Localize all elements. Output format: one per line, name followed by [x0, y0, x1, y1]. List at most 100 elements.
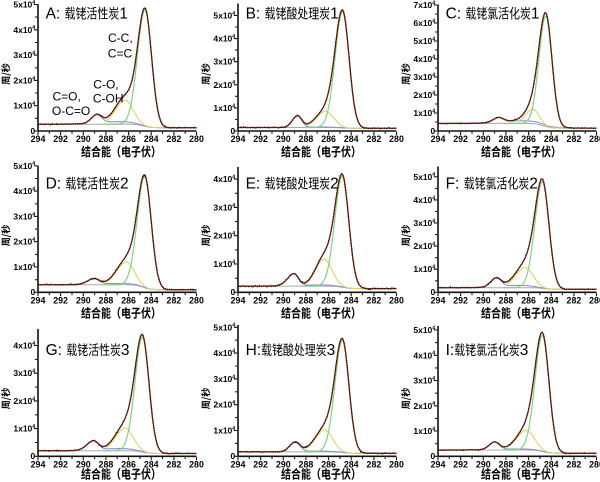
- svg-text:0: 0: [30, 126, 35, 136]
- svg-text:294: 294: [231, 296, 246, 306]
- svg-text:282: 282: [167, 134, 182, 144]
- svg-text:288: 288: [299, 134, 314, 144]
- svg-text:2x104: 2x104: [13, 237, 35, 247]
- svg-text:3x104: 3x104: [213, 374, 235, 384]
- svg-text:G:: G:: [46, 342, 62, 359]
- svg-text:290: 290: [276, 460, 291, 470]
- svg-text:B:: B:: [246, 6, 261, 23]
- svg-text:2: 2: [120, 176, 129, 193]
- svg-text:3: 3: [520, 342, 529, 359]
- svg-text:4x104: 4x104: [13, 341, 35, 351]
- svg-text:290: 290: [76, 460, 91, 470]
- svg-text:1x104: 1x104: [213, 103, 235, 113]
- svg-text:0: 0: [430, 451, 435, 461]
- svg-text:E:: E:: [246, 176, 261, 193]
- svg-text:282: 282: [167, 296, 182, 306]
- svg-text:288: 288: [299, 460, 314, 470]
- svg-text:288: 288: [499, 460, 514, 470]
- svg-text:282: 282: [167, 460, 182, 470]
- svg-text:2x104: 2x104: [413, 401, 435, 411]
- svg-text:290: 290: [276, 296, 291, 306]
- svg-text:294: 294: [231, 460, 246, 470]
- svg-text:282: 282: [567, 134, 582, 144]
- svg-text:5x104: 5x104: [213, 322, 235, 332]
- svg-text:292: 292: [253, 460, 268, 470]
- svg-text:286: 286: [321, 460, 336, 470]
- svg-text:C=C: C=C: [108, 47, 133, 61]
- svg-text:282: 282: [567, 460, 582, 470]
- svg-text:288: 288: [499, 134, 514, 144]
- svg-text:4x104: 4x104: [13, 186, 35, 196]
- svg-text:294: 294: [31, 134, 46, 144]
- svg-text:1: 1: [119, 6, 128, 23]
- svg-text:280: 280: [389, 296, 404, 306]
- svg-text:286: 286: [521, 134, 536, 144]
- svg-text:294: 294: [431, 134, 446, 144]
- svg-text:1x104: 1x104: [213, 259, 235, 269]
- svg-text:4x104: 4x104: [13, 25, 35, 35]
- svg-text:292: 292: [53, 296, 68, 306]
- svg-text:1x104: 1x104: [13, 424, 35, 434]
- svg-text:290: 290: [476, 134, 491, 144]
- svg-text:290: 290: [276, 134, 291, 144]
- svg-text:292: 292: [53, 134, 68, 144]
- svg-text:4x104: 4x104: [413, 350, 435, 360]
- svg-text:284: 284: [344, 460, 359, 470]
- svg-text:2x104: 2x104: [413, 90, 435, 100]
- svg-text:280: 280: [189, 460, 204, 470]
- svg-text:3: 3: [327, 342, 336, 359]
- svg-text:284: 284: [344, 296, 359, 306]
- svg-text:292: 292: [253, 296, 268, 306]
- svg-text:I:: I:: [446, 342, 455, 359]
- svg-text:3x104: 3x104: [413, 72, 435, 82]
- svg-text:C=O,: C=O,: [53, 90, 81, 104]
- svg-text:3x104: 3x104: [13, 211, 35, 221]
- svg-text:2x104: 2x104: [213, 400, 235, 410]
- svg-text:286: 286: [521, 296, 536, 306]
- svg-text:292: 292: [453, 460, 468, 470]
- svg-text:0: 0: [230, 126, 235, 136]
- svg-text:5x104: 5x104: [413, 36, 435, 46]
- svg-text:F:: F:: [446, 176, 460, 193]
- svg-text:0: 0: [30, 451, 35, 461]
- svg-text:284: 284: [544, 460, 559, 470]
- svg-text:286: 286: [121, 460, 136, 470]
- svg-text:294: 294: [31, 460, 46, 470]
- svg-text:4x104: 4x104: [213, 174, 235, 184]
- svg-text:1: 1: [330, 6, 339, 23]
- svg-text:286: 286: [321, 296, 336, 306]
- svg-text:C:: C:: [446, 6, 462, 23]
- svg-text:294: 294: [231, 134, 246, 144]
- svg-text:0: 0: [30, 287, 35, 297]
- svg-text:C-C,: C-C,: [108, 31, 133, 45]
- svg-text:5x104: 5x104: [213, 11, 235, 21]
- svg-text:1x104: 1x104: [413, 108, 435, 118]
- svg-text:290: 290: [76, 296, 91, 306]
- svg-text:5x104: 5x104: [13, 0, 35, 10]
- svg-text:292: 292: [53, 460, 68, 470]
- svg-text:2: 2: [529, 176, 538, 193]
- svg-text:4x104: 4x104: [413, 195, 435, 205]
- svg-text:H:: H:: [246, 342, 262, 359]
- svg-text:4x104: 4x104: [413, 54, 435, 64]
- svg-text:3x104: 3x104: [13, 368, 35, 378]
- svg-text:1x104: 1x104: [13, 101, 35, 111]
- svg-text:0: 0: [230, 451, 235, 461]
- svg-text:284: 284: [144, 460, 159, 470]
- svg-text:290: 290: [476, 460, 491, 470]
- svg-text:3x104: 3x104: [213, 57, 235, 67]
- svg-text:284: 284: [144, 134, 159, 144]
- svg-text:290: 290: [476, 296, 491, 306]
- svg-text:280: 280: [189, 296, 204, 306]
- svg-text:282: 282: [367, 296, 382, 306]
- svg-text:290: 290: [76, 134, 91, 144]
- svg-text:292: 292: [253, 134, 268, 144]
- svg-text:7x104: 7x104: [413, 0, 435, 10]
- svg-text:294: 294: [431, 460, 446, 470]
- svg-text:286: 286: [321, 134, 336, 144]
- svg-text:0: 0: [430, 126, 435, 136]
- svg-text:280: 280: [389, 460, 404, 470]
- svg-text:C-OH: C-OH: [93, 92, 124, 106]
- svg-text:3x104: 3x104: [213, 202, 235, 212]
- svg-text:2: 2: [330, 176, 339, 193]
